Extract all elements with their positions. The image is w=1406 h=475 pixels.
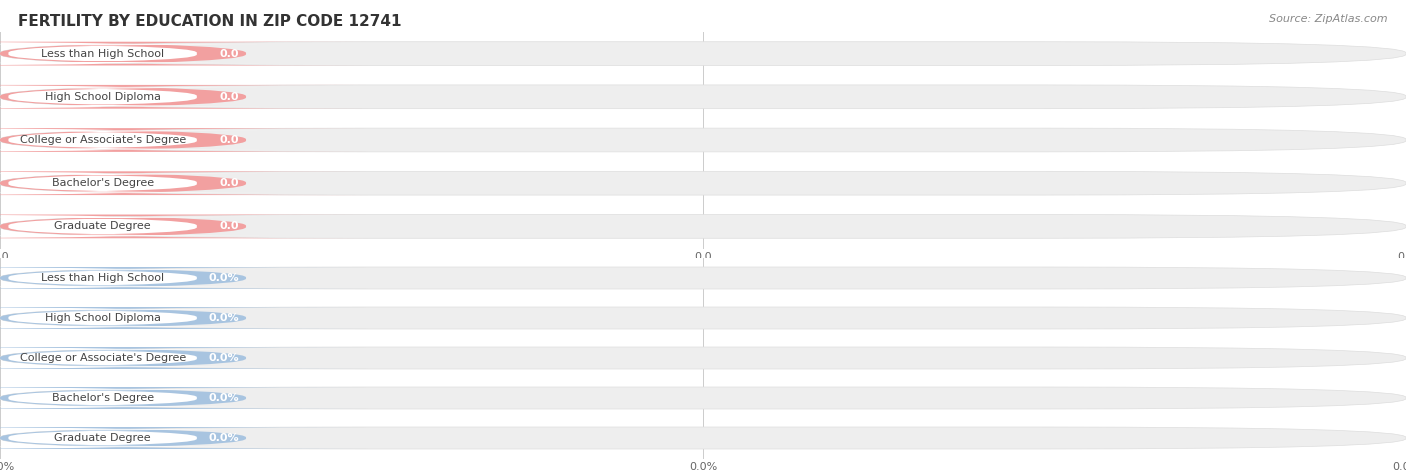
Text: College or Associate's Degree: College or Associate's Degree	[20, 135, 186, 145]
Text: Bachelor's Degree: Bachelor's Degree	[52, 393, 153, 403]
FancyBboxPatch shape	[0, 387, 367, 409]
FancyBboxPatch shape	[0, 171, 367, 195]
Text: Source: ZipAtlas.com: Source: ZipAtlas.com	[1270, 14, 1388, 24]
FancyBboxPatch shape	[0, 85, 367, 109]
FancyBboxPatch shape	[0, 217, 287, 236]
FancyBboxPatch shape	[0, 131, 287, 150]
Text: Graduate Degree: Graduate Degree	[55, 221, 150, 231]
FancyBboxPatch shape	[0, 215, 367, 238]
Text: Less than High School: Less than High School	[41, 48, 165, 58]
Text: 0.0: 0.0	[219, 221, 239, 231]
Text: 0.0: 0.0	[219, 92, 239, 102]
Text: High School Diploma: High School Diploma	[45, 92, 160, 102]
Text: Less than High School: Less than High School	[41, 273, 165, 283]
FancyBboxPatch shape	[0, 174, 287, 193]
FancyBboxPatch shape	[0, 307, 367, 329]
FancyBboxPatch shape	[0, 347, 367, 369]
FancyBboxPatch shape	[0, 309, 287, 327]
Text: 0.0%: 0.0%	[208, 393, 239, 403]
FancyBboxPatch shape	[0, 269, 287, 287]
Text: 0.0%: 0.0%	[208, 313, 239, 323]
FancyBboxPatch shape	[0, 171, 1406, 195]
FancyBboxPatch shape	[0, 85, 1406, 109]
FancyBboxPatch shape	[0, 267, 367, 289]
FancyBboxPatch shape	[0, 128, 1406, 152]
Text: College or Associate's Degree: College or Associate's Degree	[20, 353, 186, 363]
FancyBboxPatch shape	[0, 427, 1406, 449]
Text: Bachelor's Degree: Bachelor's Degree	[52, 178, 153, 188]
FancyBboxPatch shape	[0, 87, 287, 106]
Text: 0.0: 0.0	[219, 135, 239, 145]
Text: 0.0%: 0.0%	[208, 273, 239, 283]
Text: 0.0%: 0.0%	[208, 433, 239, 443]
Text: Graduate Degree: Graduate Degree	[55, 433, 150, 443]
Text: FERTILITY BY EDUCATION IN ZIP CODE 12741: FERTILITY BY EDUCATION IN ZIP CODE 12741	[18, 14, 402, 29]
FancyBboxPatch shape	[0, 429, 287, 447]
FancyBboxPatch shape	[0, 427, 367, 449]
FancyBboxPatch shape	[0, 128, 367, 152]
Text: 0.0: 0.0	[219, 178, 239, 188]
Text: 0.0%: 0.0%	[208, 353, 239, 363]
FancyBboxPatch shape	[0, 349, 287, 367]
FancyBboxPatch shape	[0, 389, 287, 407]
FancyBboxPatch shape	[0, 44, 287, 63]
FancyBboxPatch shape	[0, 42, 1406, 66]
FancyBboxPatch shape	[0, 215, 1406, 238]
FancyBboxPatch shape	[0, 347, 1406, 369]
FancyBboxPatch shape	[0, 307, 1406, 329]
Text: 0.0: 0.0	[219, 48, 239, 58]
FancyBboxPatch shape	[0, 42, 367, 66]
FancyBboxPatch shape	[0, 387, 1406, 409]
Text: High School Diploma: High School Diploma	[45, 313, 160, 323]
FancyBboxPatch shape	[0, 267, 1406, 289]
